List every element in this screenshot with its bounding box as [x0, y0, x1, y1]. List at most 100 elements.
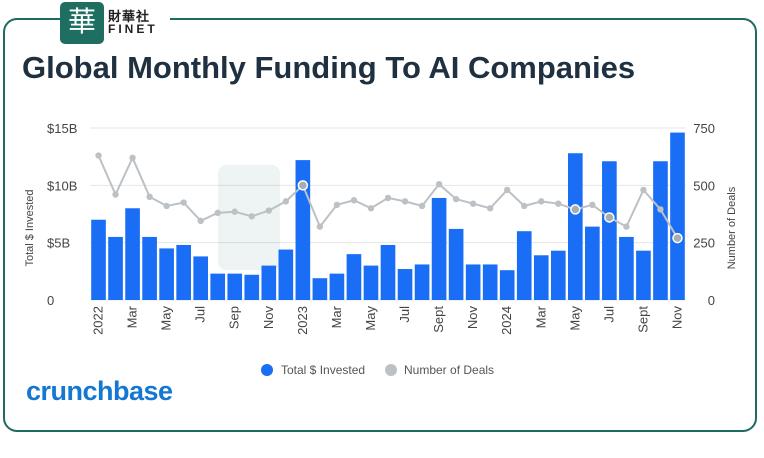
deal-point [604, 212, 615, 223]
bar [585, 226, 600, 300]
bar [431, 197, 447, 300]
bar [210, 273, 226, 300]
deal-point [282, 198, 290, 205]
deal-point [623, 223, 630, 230]
deal-point [333, 201, 341, 209]
bar [278, 249, 294, 300]
crunchbase-logo: crunchbase [26, 376, 173, 406]
bar [670, 132, 685, 300]
bar [516, 231, 532, 300]
logo-chinese-name: 財華社 [108, 10, 151, 25]
bar [193, 256, 209, 300]
logo-text-backing [104, 6, 170, 40]
bar [380, 244, 396, 300]
right-tick-label: 750 [693, 121, 715, 136]
deal-point [640, 186, 647, 194]
left-tick-label: $15B [47, 121, 77, 136]
deal-point [570, 204, 581, 215]
bar [499, 270, 515, 300]
x-tick-label: 2023 [295, 306, 310, 335]
finet-logo-icon: 華 [67, 5, 96, 38]
bar [176, 244, 191, 300]
bar [465, 264, 481, 300]
right-tick-label: 500 [693, 178, 715, 193]
bar [159, 248, 174, 300]
bar [363, 265, 379, 300]
logo-english-name: FINET [108, 22, 158, 36]
bar [312, 278, 328, 300]
deal-point [418, 202, 426, 210]
deal-point [214, 209, 221, 217]
deal-point [231, 208, 238, 215]
deal-point [504, 186, 511, 194]
deal-point [146, 193, 153, 200]
x-tick-label: Mar [533, 305, 548, 328]
x-tick-label: 2022 [91, 306, 106, 335]
right-axis-title: Number of Deals [726, 186, 738, 269]
deal-point [367, 205, 375, 212]
x-tick-label: Mar [125, 305, 140, 328]
deal-point [538, 198, 545, 205]
deal-point [163, 202, 170, 210]
bar [227, 273, 243, 300]
bar [482, 264, 498, 300]
legend-label-invested: Total $ Invested [281, 363, 365, 377]
legend-label-deals: Number of Deals [404, 363, 494, 377]
bar [533, 255, 549, 300]
bar [125, 208, 140, 300]
bar [414, 264, 430, 300]
bar [602, 161, 617, 300]
deal-point [469, 200, 477, 207]
bar [108, 236, 123, 300]
deal-point [297, 180, 309, 191]
bar [397, 269, 413, 300]
x-tick-label: Sep [227, 306, 242, 329]
x-tick-label: Sept [635, 306, 650, 333]
deal-point [248, 213, 255, 220]
deal-point [672, 232, 683, 244]
x-tick-label: Mar [329, 305, 344, 328]
finet-logo-badge: 華 [60, 2, 104, 44]
deal-point [486, 205, 494, 212]
bar [244, 274, 260, 300]
deal-point [589, 201, 596, 209]
bar [448, 228, 464, 300]
legend-marker-invested [261, 364, 273, 376]
deal-point [350, 197, 358, 204]
bar [329, 273, 345, 300]
x-tick-label: Sept [431, 306, 446, 333]
deal-point [401, 198, 409, 205]
x-tick-label: Nov [465, 306, 480, 330]
x-tick-label: May [567, 306, 582, 331]
bar [567, 153, 583, 300]
deal-point [112, 191, 119, 198]
bar [346, 254, 362, 300]
right-tick-label: 0 [708, 293, 715, 308]
deal-point [384, 194, 392, 202]
bar [91, 219, 106, 300]
bar [142, 236, 157, 300]
left-tick-label: 0 [47, 293, 54, 308]
chart-title: Global Monthly Funding To AI Companies [22, 50, 636, 85]
left-tick-label: $10B [47, 178, 77, 193]
x-tick-label: Jul [397, 306, 412, 323]
deal-point [180, 199, 187, 206]
deal-point [657, 206, 664, 213]
deal-point [265, 207, 272, 214]
x-tick-label: Nov [261, 306, 276, 330]
deal-point [129, 154, 136, 162]
left-axis-title: Total $ Invested [24, 189, 36, 266]
bar [261, 265, 277, 300]
deal-point [197, 217, 204, 225]
deal-point [555, 200, 562, 207]
bar [550, 250, 566, 300]
legend-marker-deals [385, 364, 397, 376]
x-tick-label: Jul [193, 306, 208, 323]
deal-point [435, 180, 443, 188]
bar [636, 250, 651, 300]
x-tick-label: Nov [669, 306, 684, 330]
x-tick-label: Jul [601, 306, 616, 323]
x-tick-label: May [363, 306, 378, 331]
deal-point [452, 195, 460, 203]
